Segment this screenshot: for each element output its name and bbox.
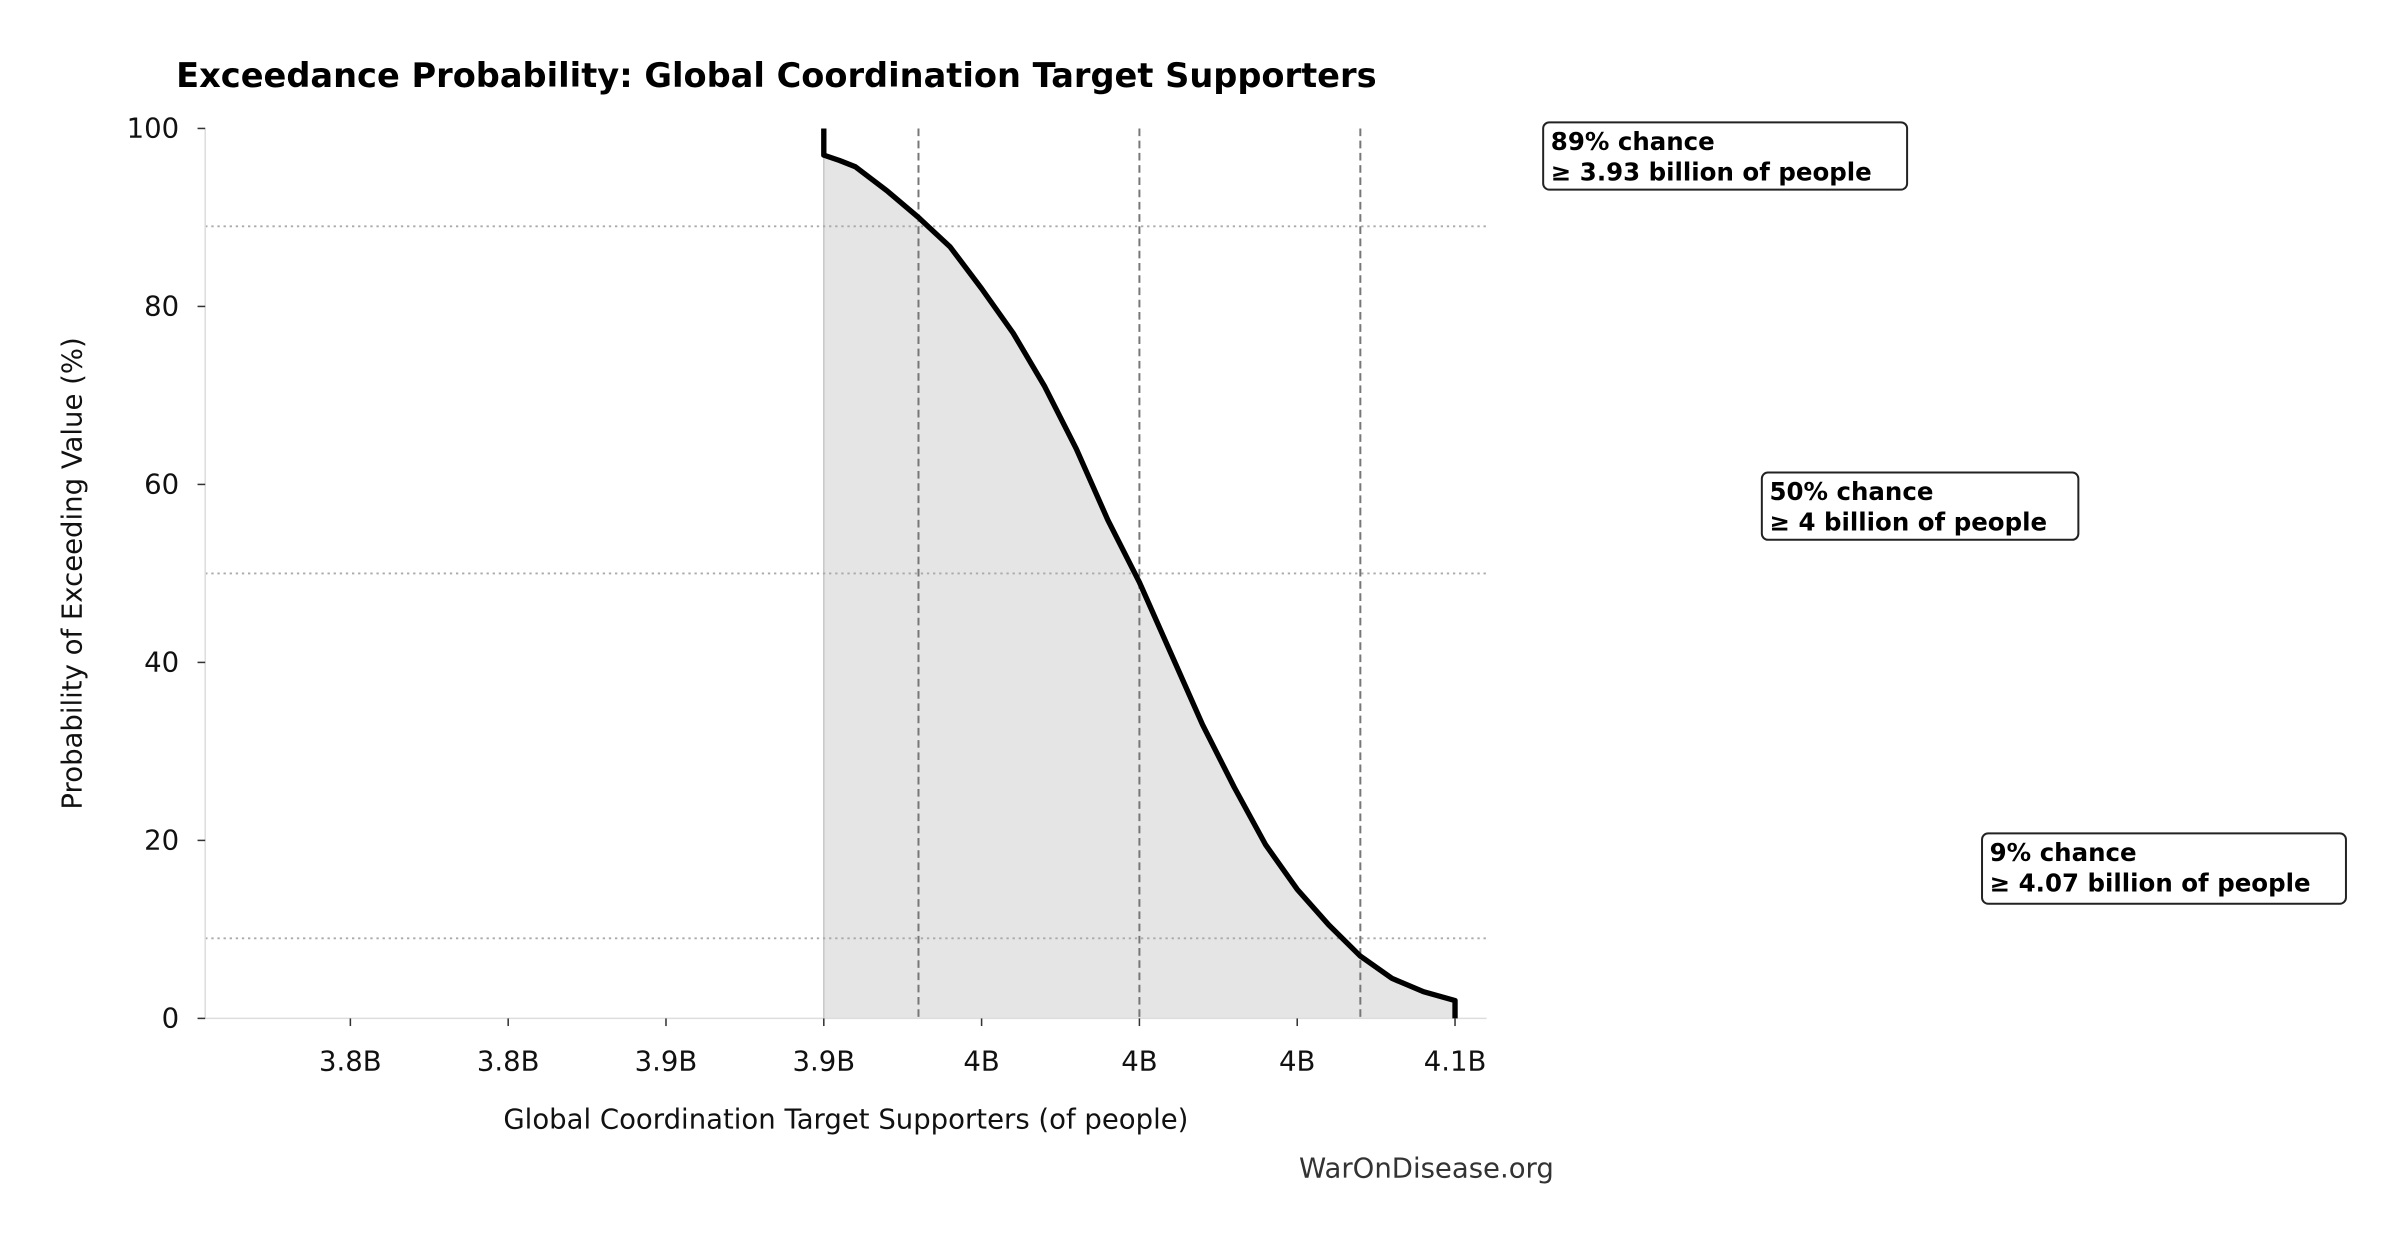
annotation-box: [1981, 832, 2347, 905]
plot-area: 0 20 40 60 80 100 3.8B 3.8B 3.9B 3.9B 4B 4B 4B 4.1B 89…: [127, 113, 2347, 1077]
annotation-value: ≥ 3.93 billion of people: [1551, 157, 1872, 186]
watermark: WarOnDisease.org: [1299, 1152, 1554, 1184]
y-axis-label: Probability of Exceeding Value (%): [56, 337, 88, 809]
x-axis-label: Global Coordination Target Supporters (o…: [503, 1103, 1188, 1135]
annotation-chance: 9% chance: [1990, 838, 2137, 867]
y-tick-label: 100: [127, 113, 180, 145]
x-tick-label: 3.8B: [477, 1045, 540, 1077]
x-tick-label: 4B: [1279, 1045, 1315, 1077]
exceedance-curve: [821, 128, 1458, 1019]
x-tick-label: 3.9B: [792, 1045, 855, 1077]
annotation-value: ≥ 4 billion of people: [1769, 508, 2047, 537]
y-tick-label: 80: [144, 291, 179, 323]
y-tick-label: 40: [144, 647, 179, 679]
y-tick-label: 0: [162, 1003, 180, 1035]
annotation-box: [1760, 471, 2080, 541]
chart-title: Exceedance Probability: Global Coordinat…: [176, 56, 1376, 95]
exceedance-area: [823, 128, 1456, 1019]
x-tick-label: 3.9B: [635, 1045, 698, 1077]
annotation-box: [1542, 121, 1909, 191]
x-tick-label: 3.8B: [319, 1045, 382, 1077]
y-tick-label: 20: [144, 825, 179, 857]
annotation-value: ≥ 4.07 billion of people: [1990, 868, 2311, 897]
x-tick-label: 4.1B: [1424, 1045, 1487, 1077]
annotation-chance: 50% chance: [1769, 477, 1933, 506]
x-tick-label: 4B: [1121, 1045, 1157, 1077]
x-tick-label: 4B: [963, 1045, 999, 1077]
y-tick-label: 60: [144, 469, 179, 501]
annotation-chance: 89% chance: [1551, 127, 1715, 156]
